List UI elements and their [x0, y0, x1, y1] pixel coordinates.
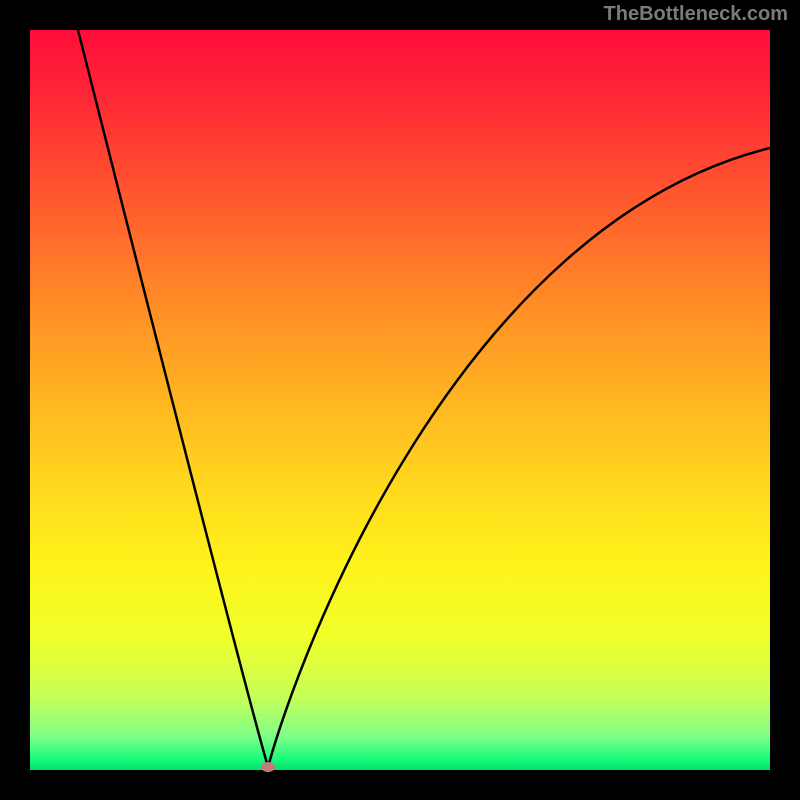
vertex-marker: [261, 762, 275, 772]
plot-area: [30, 30, 770, 770]
bottleneck-curve: [78, 30, 770, 767]
chart-container: TheBottleneck.com: [0, 0, 800, 800]
curve-svg: [30, 30, 770, 770]
watermark-text: TheBottleneck.com: [604, 3, 788, 26]
